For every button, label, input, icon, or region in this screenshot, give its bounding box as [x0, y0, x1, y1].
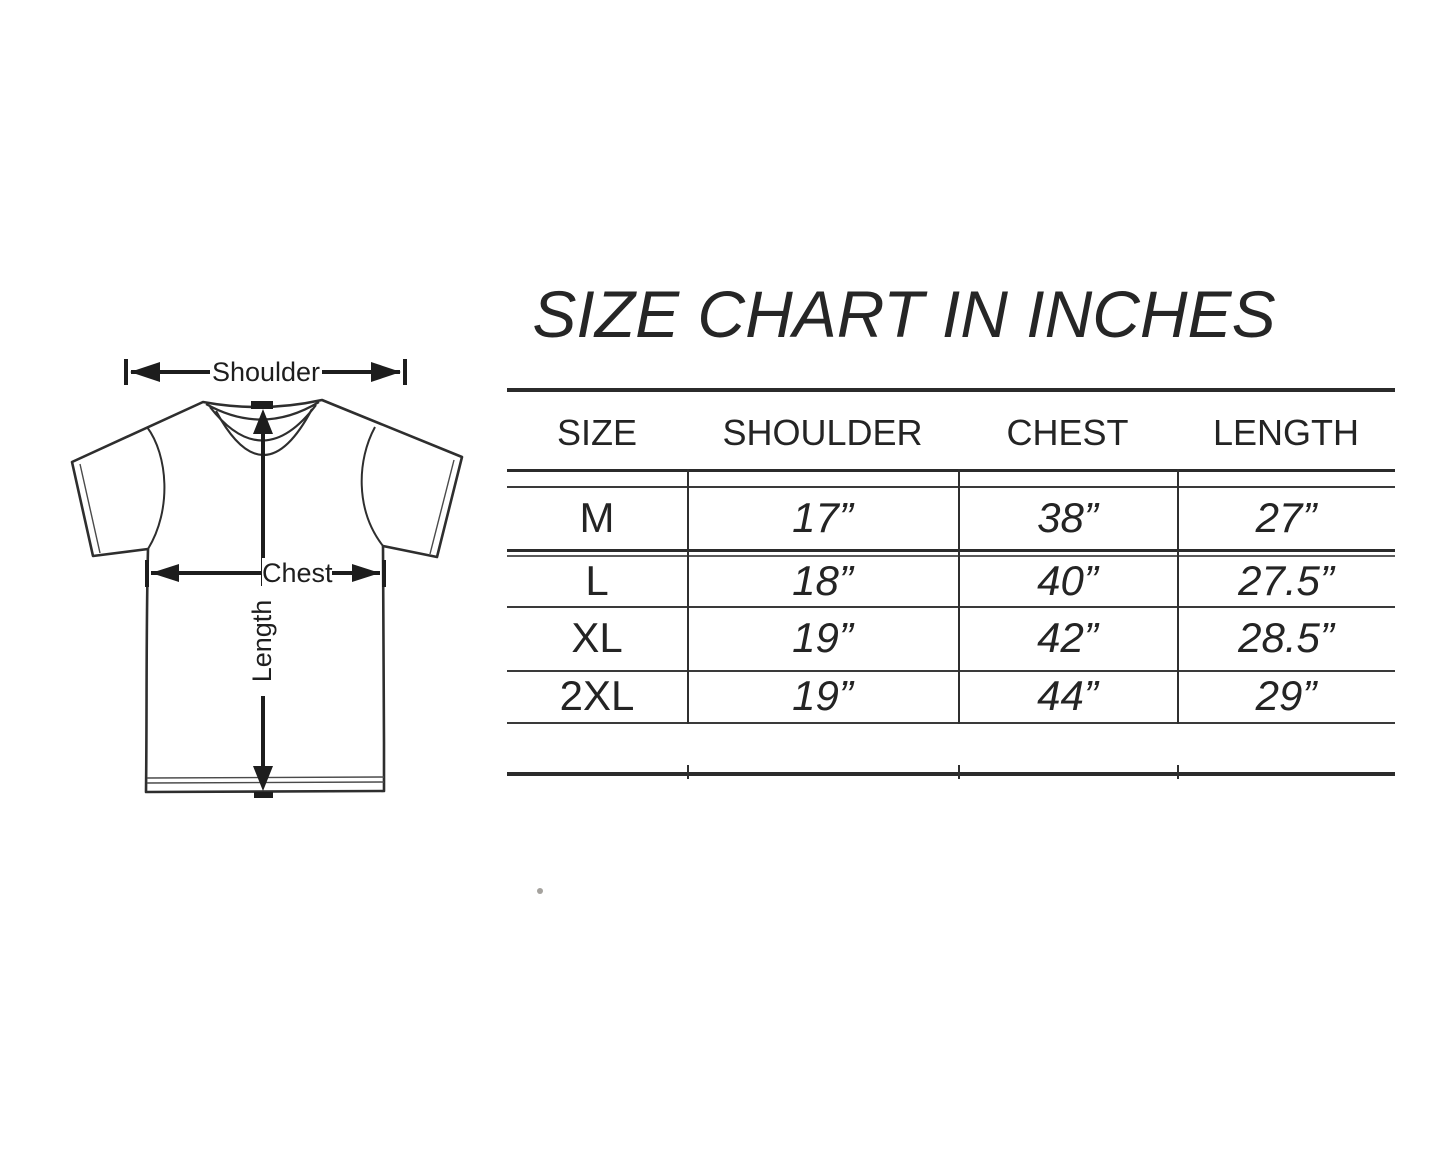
length-value: 27.5”: [1238, 557, 1334, 604]
header-chest: CHEST: [1006, 412, 1129, 453]
header-size: SIZE: [556, 412, 637, 453]
table-rule-header: [507, 469, 1395, 472]
length-value: 27”: [1255, 494, 1317, 541]
column-divider-2: [958, 469, 960, 724]
size-table: SIZE SHOULDER CHEST LENGTH M 17” 38” 27”…: [507, 388, 1395, 788]
chest-value: 44”: [1037, 672, 1098, 719]
table-rule-thin-3: [507, 670, 1395, 672]
column-divider-3: [1177, 469, 1179, 724]
size-value: M: [579, 494, 615, 541]
shoulder-value: 19”: [792, 672, 853, 719]
table-rule-top: [507, 388, 1395, 392]
cuff-stitch-lines: [79, 459, 455, 555]
length-dimension-arrow: [251, 401, 273, 798]
chest-value: 40”: [1037, 557, 1098, 604]
length-value: 29”: [1255, 672, 1317, 719]
column-divider-stub-1: [687, 765, 689, 779]
page-title: SIZE CHART IN INCHES: [532, 277, 1276, 351]
column-divider-stub-2: [958, 765, 960, 779]
header-shoulder: SHOULDER: [722, 412, 923, 453]
column-divider-1: [687, 469, 689, 724]
size-value: XL: [571, 614, 623, 661]
table-rule-thin-4: [507, 722, 1395, 724]
chest-label: Chest: [262, 558, 333, 588]
table-rule-bottom: [507, 772, 1395, 776]
armhole-seams: [146, 426, 384, 550]
table-rule-double-b: [507, 555, 1395, 557]
table-rule-double-a: [507, 549, 1395, 552]
length-value: 28.5”: [1238, 614, 1334, 661]
table-rule-thin-1: [507, 486, 1395, 488]
shoulder-label: Shoulder: [210, 357, 322, 387]
table-rule-thin-2: [507, 606, 1395, 608]
shoulder-value: 17”: [792, 494, 853, 541]
length-label: Length: [247, 586, 277, 696]
scan-speck: [537, 888, 543, 894]
header-length: LENGTH: [1212, 412, 1360, 453]
chest-value: 42”: [1037, 614, 1098, 661]
size-value: L: [585, 557, 609, 604]
shoulder-value: 19”: [792, 614, 853, 661]
chest-value: 38”: [1037, 494, 1098, 541]
size-value: 2XL: [559, 672, 635, 719]
shoulder-value: 18”: [792, 557, 853, 604]
column-divider-stub-3: [1177, 765, 1179, 779]
